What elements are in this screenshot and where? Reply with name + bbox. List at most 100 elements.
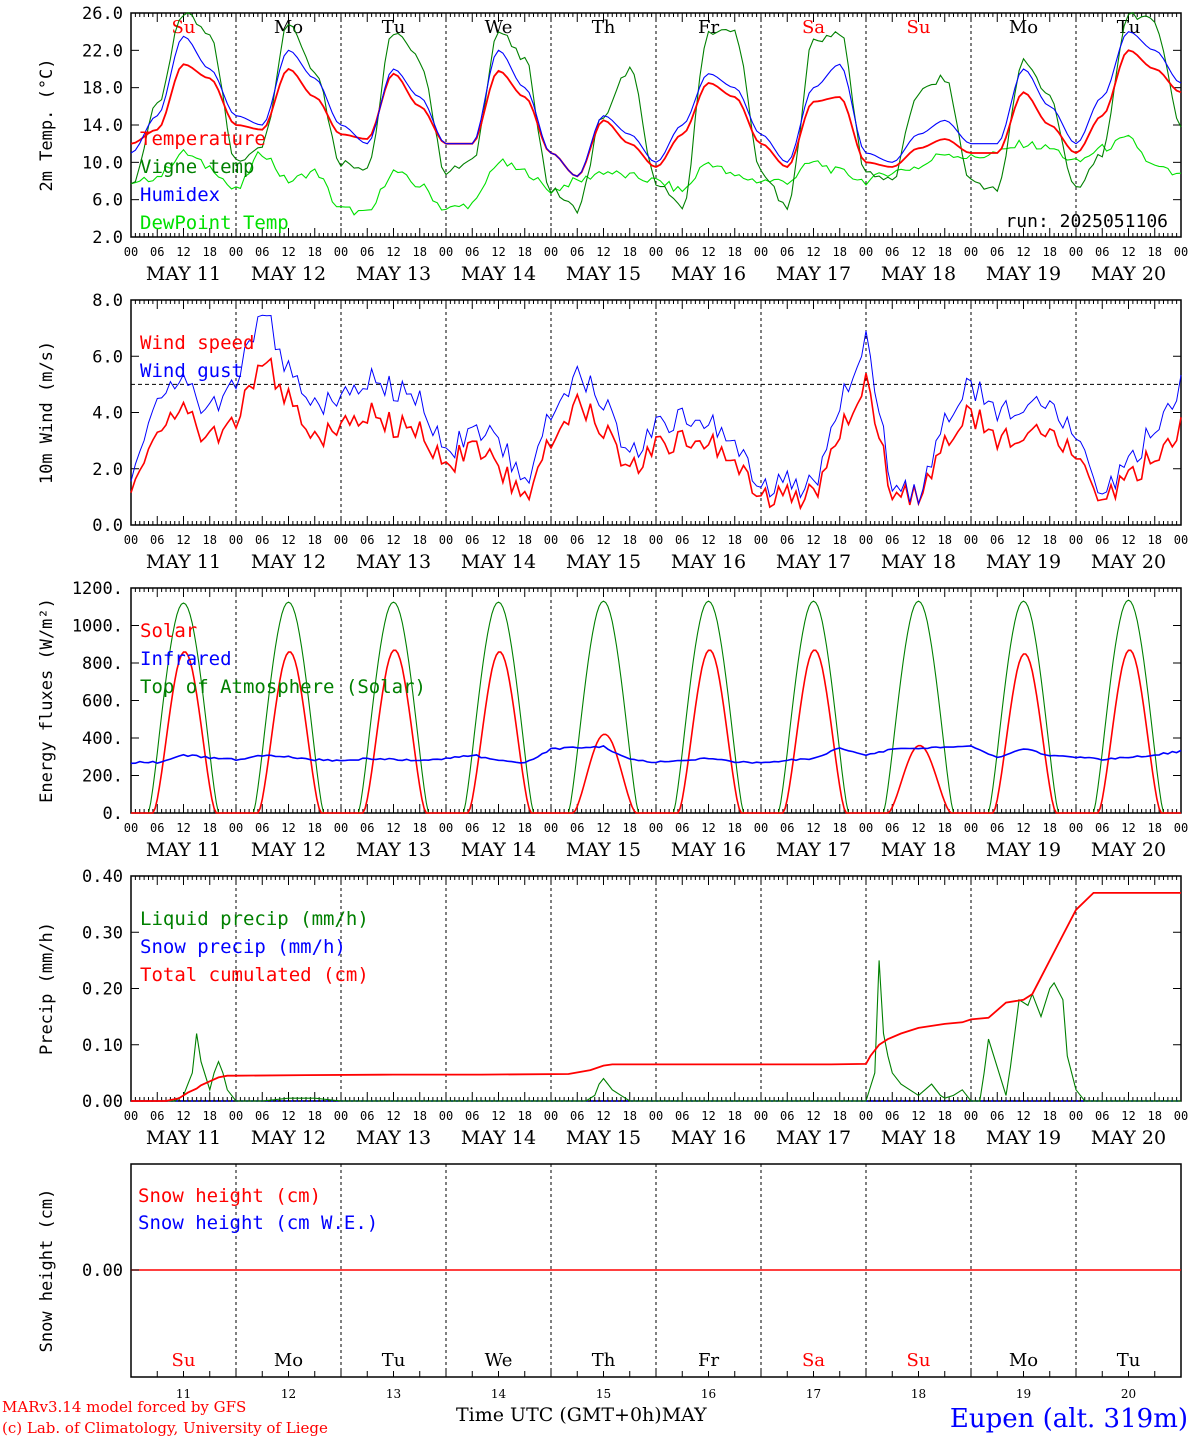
hour-tick-label: 00 [859,533,873,547]
hour-tick-label: 00 [229,245,243,259]
hour-tick-label: 12 [806,533,820,547]
legend-entry: Humidex [140,184,220,206]
footer-model-credit: MARv3.14 model forced by GFS [2,1398,247,1416]
y-tick-label: 6.0 [92,347,123,367]
total-cumulated-line [131,892,1181,1102]
y-tick-label: 800. [82,654,123,674]
day-label: MAY 13 [356,551,431,573]
day-label: MAY 12 [251,839,326,861]
hour-tick-label: 00 [544,1109,558,1123]
y-axis-label: Precip (mm/h) [37,922,57,1055]
plot-frame [130,587,1182,814]
hour-tick-label: 00 [859,245,873,259]
hour-tick-label: 06 [570,1109,584,1123]
weekday-label: Mo [1009,1350,1038,1371]
hour-tick-label: 00 [1069,1109,1083,1123]
hour-tick-label: 12 [386,821,400,835]
legend-entry: Solar [140,620,197,642]
hour-tick-label: 12 [176,245,190,259]
hour-tick-label: 18 [203,245,217,259]
hour-tick-label: 06 [360,533,374,547]
hour-tick-label: 06 [150,533,164,547]
day-label: MAY 16 [671,263,746,285]
day-number-label: 19 [1016,1387,1031,1401]
hour-tick-label: 06 [780,245,794,259]
y-tick-label: 200. [82,767,123,787]
hour-tick-label: 18 [413,1109,427,1123]
plot-frame [130,12,1182,238]
hour-tick-label: 12 [1016,533,1030,547]
hour-tick-label: 06 [885,533,899,547]
day-number-label: 13 [386,1387,401,1401]
hour-tick-label: 12 [1121,1109,1135,1123]
day-number-label: 20 [1121,1387,1136,1401]
weekday-label: Tu [1117,1350,1141,1371]
hour-tick-label: 12 [806,821,820,835]
weekday-label: Th [592,17,616,38]
day-label: MAY 11 [146,839,221,861]
day-label: MAY 17 [776,1127,851,1149]
hour-tick-label: 00 [544,245,558,259]
day-label: MAY 15 [566,1127,641,1149]
hour-tick-label: 06 [1095,533,1109,547]
day-label: MAY 17 [776,263,851,285]
day-label: MAY 18 [881,839,956,861]
hour-tick-label: 12 [596,245,610,259]
hour-tick-label: 12 [281,821,295,835]
hour-tick-label: 00 [124,533,138,547]
hour-tick-label: 18 [728,245,742,259]
hour-tick-label: 18 [1043,533,1057,547]
hour-tick-label: 06 [885,1109,899,1123]
y-tick-label: 0.30 [82,923,123,943]
y-axis-label: 10m Wind (m/s) [37,341,57,484]
hour-tick-label: 00 [439,533,453,547]
hour-tick-label: 18 [728,821,742,835]
hour-tick-label: 18 [833,533,847,547]
day-label: MAY 16 [671,839,746,861]
hour-tick-label: 00 [859,1109,873,1123]
day-number-label: 16 [701,1387,716,1401]
hour-tick-label: 00 [334,245,348,259]
y-tick-label: 4.0 [92,404,123,424]
hour-tick-label: 18 [938,245,952,259]
day-label: MAY 11 [146,551,221,573]
day-label: MAY 13 [356,263,431,285]
hour-tick-label: 18 [623,533,637,547]
hour-tick-label: 12 [1016,821,1030,835]
hour-tick-label: 12 [491,245,505,259]
y-tick-label: 10.0 [82,153,123,173]
hour-tick-label: 12 [701,245,715,259]
weekday-label: We [485,17,513,38]
weekday-label: Su [172,1350,196,1371]
hour-tick-label: 00 [1069,533,1083,547]
day-label: MAY 18 [881,1127,956,1149]
hour-tick-label: 00 [544,533,558,547]
hour-tick-label: 12 [911,245,925,259]
hour-tick-label: 00 [754,1109,768,1123]
y-tick-label: 400. [82,729,123,749]
weekday-label: Tu [382,1350,406,1371]
panel-4: 0.00 0.10 0.20 0.30 0.40 Precip (mm/h) 00 06 12 1… [37,867,1188,1149]
hour-tick-label: 18 [1148,821,1162,835]
hour-tick-label: 12 [911,533,925,547]
legend-entry: Snow height (cm) [138,1185,321,1207]
hour-tick-label: 18 [623,245,637,259]
x-axis-title: Time UTC (GMT+0h)MAY [456,1404,707,1426]
legend-entry: Total cumulated (cm) [140,964,369,986]
hour-tick-label: 06 [465,245,479,259]
panel-1: 2.0 6.0 10.0 14.0 18.0 22.0 26.0 2m Temp. (°C) 0… [37,4,1188,285]
series-line [130,356,1182,511]
hour-tick-label: 12 [596,821,610,835]
hour-tick-label: 06 [1095,821,1109,835]
day-label: MAY 19 [986,551,1061,573]
hour-tick-label: 12 [911,1109,925,1123]
hour-tick-label: 00 [439,1109,453,1123]
hour-tick-label: 00 [649,245,663,259]
legend-entry: Temperature [140,128,266,150]
legend-entry: Infrared [140,648,232,670]
solar-series-line [131,649,1181,814]
weekday-label: Su [907,17,931,38]
hour-tick-label: 06 [780,821,794,835]
hour-tick-label: 12 [806,245,820,259]
location-label: Eupen (alt. 319m) [949,1404,1188,1434]
